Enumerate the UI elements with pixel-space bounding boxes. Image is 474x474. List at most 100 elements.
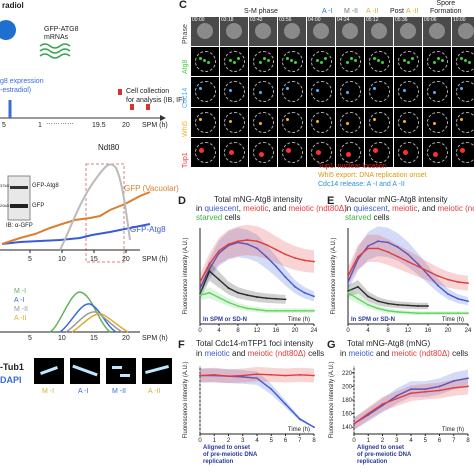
timelapse-cell: [307, 47, 336, 77]
timelapse-cell: 05:12: [365, 17, 394, 47]
data-point: [387, 251, 389, 253]
fluor-spot: [437, 57, 440, 61]
data-point: [417, 265, 419, 268]
timelapse-cell: [336, 107, 365, 137]
data-point: [395, 395, 398, 397]
fluor-spot: [267, 59, 270, 63]
data-point: [208, 291, 211, 294]
timeline-dots: …………: [46, 119, 74, 126]
data-point: [199, 287, 201, 289]
cell-outline: [456, 81, 474, 103]
timelapse-cell: [394, 77, 423, 107]
row-label-atg8: Atg8: [182, 59, 189, 75]
cell-outline: [224, 51, 245, 73]
data-point: [357, 285, 359, 288]
fluor-spot: [433, 151, 438, 157]
timestamp: 04:00: [308, 17, 321, 23]
cell-outline: [340, 141, 361, 163]
x-tick-label: 20: [292, 328, 299, 334]
tub1-label: -Tub1: [0, 362, 24, 372]
timelapse-cell: [220, 137, 249, 168]
x-tick-label: 24: [311, 328, 318, 334]
panel-g-title: Total mNG-Atg8 (mNG): [347, 339, 431, 348]
fluor-spot: [290, 59, 293, 63]
data-point: [407, 311, 409, 314]
timelapse-cell: 00:00: [191, 17, 220, 47]
blot-marker: 20kD: [0, 203, 10, 208]
x-tick-label: 6: [284, 438, 288, 444]
timelapse-cell: [365, 137, 394, 168]
chart-note: In SPM or SD-N: [203, 317, 247, 323]
x-tick-label: 8: [386, 328, 390, 334]
header-post-aii: A -II: [406, 8, 419, 15]
x-tick-label: 12: [254, 328, 261, 334]
timelapse-cell: [249, 77, 278, 107]
data-point: [357, 255, 359, 258]
micro-label-mii: M -II: [112, 388, 126, 395]
x-tick: 5: [28, 335, 32, 342]
chart-note: of pre-meiotic DNA: [357, 452, 412, 458]
title-in: in: [196, 204, 205, 213]
fluor-spot: [373, 87, 376, 91]
panel-letter-e: E: [327, 195, 335, 207]
y-tick-label: 220: [342, 371, 353, 377]
x-axis-label: Time (h): [442, 427, 464, 433]
fluor-spot: [286, 147, 291, 153]
cell-outline: [282, 111, 303, 133]
data-point: [218, 296, 220, 299]
fluor-spot: [324, 57, 327, 61]
data-point: [313, 374, 315, 377]
fluor-spot: [403, 59, 406, 63]
cell-outline: [311, 111, 332, 133]
data-point: [218, 249, 220, 252]
data-point: [284, 298, 287, 301]
fluor-spot: [286, 117, 289, 121]
data-point: [397, 246, 399, 249]
data-point: [227, 375, 230, 378]
data-point: [467, 312, 469, 315]
timelapse-cell: [423, 47, 452, 77]
cell-outline: [311, 51, 332, 73]
x-tick-label: 5: [424, 438, 428, 444]
micrograph-mii: [106, 358, 136, 384]
micrograph-ai: [70, 358, 100, 384]
fluor-spot: [411, 57, 414, 61]
x-tick-label: 3: [241, 438, 245, 444]
data-point: [265, 255, 268, 258]
cell-outline: [311, 141, 332, 163]
data-point: [417, 305, 419, 307]
data-point: [199, 294, 201, 297]
chart-g: 0 1 2 3 4 5 6 7 8 140 160 180 200 220 Fluorescence int…: [329, 361, 470, 465]
y-axis-label: Fluorescence intensity (A.U.): [331, 237, 337, 314]
x-tick-label: 0: [352, 438, 356, 444]
data-point: [284, 276, 287, 279]
fluor-spot: [460, 117, 463, 121]
series-line: [199, 270, 286, 301]
timelapse-cell: [423, 107, 452, 137]
timelapse-cell: 05:36: [394, 17, 423, 47]
data-point: [256, 308, 258, 311]
cell-blob: [255, 23, 271, 39]
cell-outline: [282, 81, 303, 103]
cell-outline: [369, 81, 390, 103]
data-point: [397, 303, 399, 306]
cell-outline: [253, 81, 274, 103]
x-tick: 10: [58, 335, 66, 342]
header-spore: Spore Formation: [430, 0, 462, 16]
fluor-spot: [320, 61, 323, 65]
data-point: [367, 247, 369, 250]
fluor-spot: [316, 89, 319, 93]
fluor-spot: [294, 61, 297, 65]
chart-e: 0 4 8 12 16 20 24 Fluorescence intensity (A.U.)…: [331, 226, 472, 334]
expression-label: g8 expression: [0, 78, 44, 85]
data-point: [284, 374, 287, 377]
fluor-spot: [229, 119, 232, 123]
data-point: [367, 245, 369, 247]
data-point: [241, 375, 244, 378]
chart-note: of pre-meiotic DNA: [203, 452, 258, 458]
data-point: [246, 243, 249, 246]
panel-g-subtitle: in meiotic and meiotic (ndt80Δ) cells: [340, 349, 469, 358]
timelapse-cell: [249, 107, 278, 137]
row-label-tup1: Tup1: [182, 152, 189, 168]
row-label-phase: Phase: [182, 24, 189, 44]
